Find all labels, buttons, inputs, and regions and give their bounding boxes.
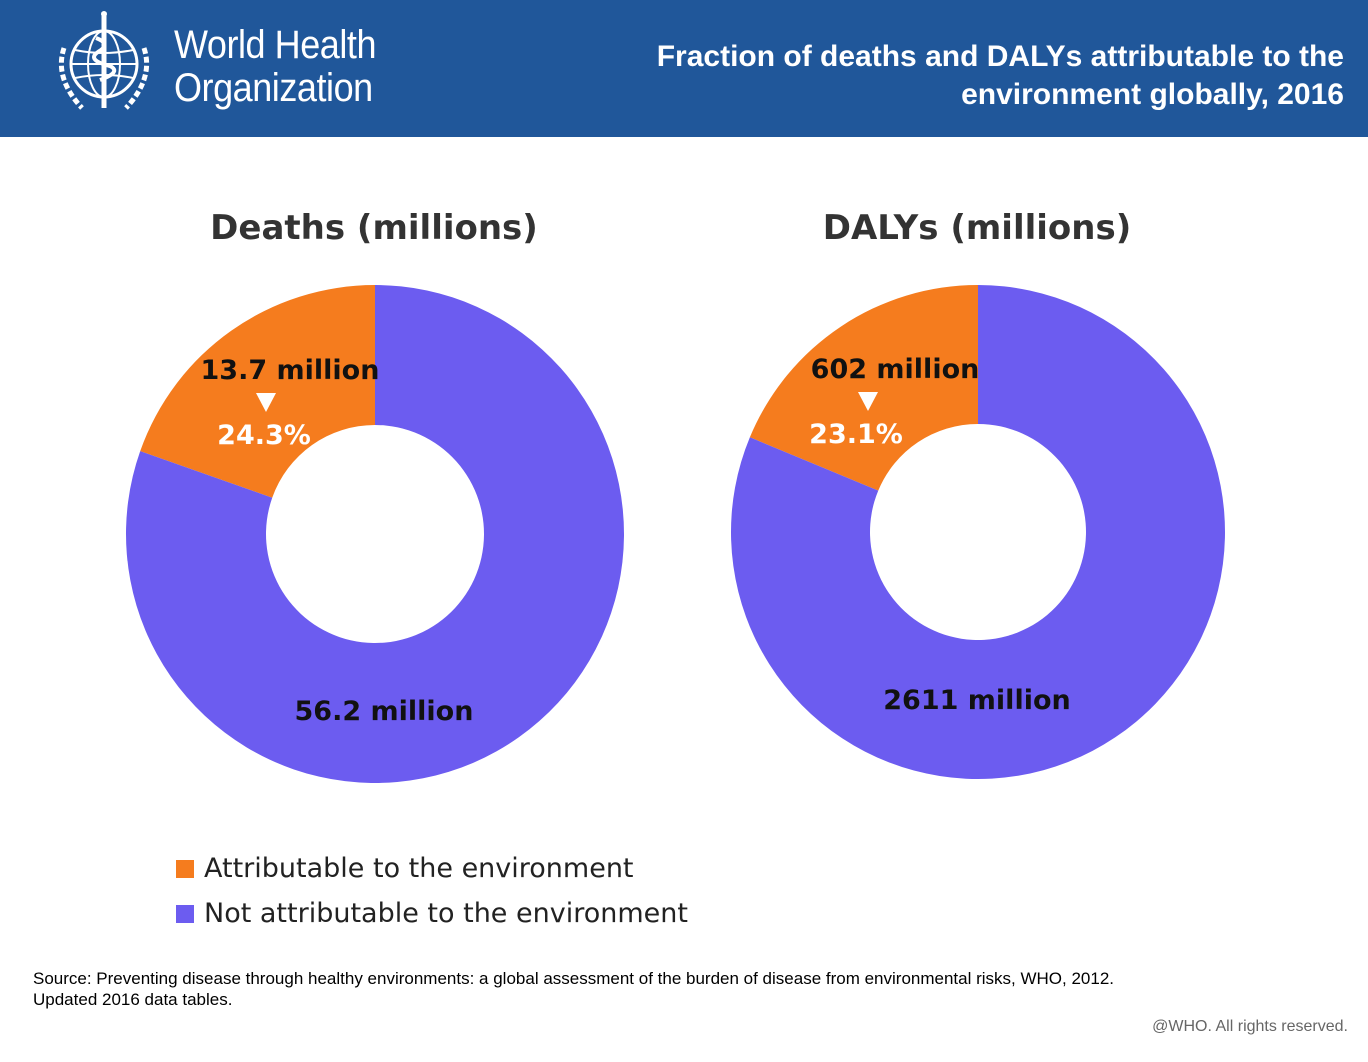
dalys-chart-title: DALYs (millions) — [822, 208, 1132, 248]
deaths-attributable-percent-label: 24.3% — [217, 420, 311, 451]
legend-label-attributable: Attributable to the environment — [204, 853, 634, 884]
deaths-attributable-value-label: 13.7 million — [201, 355, 380, 386]
deaths-slice-not-attributable — [126, 285, 624, 783]
source-line1: Source: Preventing disease through healt… — [33, 969, 1115, 988]
deaths-chart-title: Deaths (millions) — [210, 208, 538, 248]
source-line2: Updated 2016 data tables. — [33, 990, 233, 1009]
source-note: Source: Preventing disease through healt… — [33, 968, 1233, 1010]
page-title-line2: environment globally, 2016 — [961, 78, 1344, 111]
legend-swatch-attributable — [176, 859, 194, 878]
dalys-slice-attributable — [749, 285, 978, 491]
deaths-not-attributable-value-label: 56.2 million — [295, 696, 474, 727]
organization-name-line1: World Health — [174, 23, 377, 67]
legend-swatch-not-attributable — [176, 904, 194, 923]
page-title: Fraction of deaths and DALYs attributabl… — [584, 38, 1344, 114]
dalys-slice-not-attributable — [731, 285, 1225, 780]
page-title-line1: Fraction of deaths and DALYs attributabl… — [656, 40, 1344, 73]
legend-item-attributable: Attributable to the environment — [176, 846, 688, 891]
dalys-not-attributable-value-label: 2611 million — [883, 685, 1070, 716]
who-emblem-icon — [58, 11, 150, 110]
copyright-notice: @WHO. All rights reserved. — [1152, 1018, 1348, 1035]
legend-label-not-attributable: Not attributable to the environment — [204, 898, 688, 929]
legend-item-not-attributable: Not attributable to the environment — [176, 891, 688, 936]
header-banner: World Health Organization Fraction of de… — [0, 0, 1368, 137]
organization-name-line2: Organization — [174, 66, 373, 110]
deaths-down-arrow-icon — [256, 393, 276, 412]
dalys-down-arrow-icon — [858, 392, 878, 411]
dalys-attributable-value-label: 602 million — [811, 354, 980, 385]
dalys-attributable-percent-label: 23.1% — [809, 419, 903, 450]
deaths-slice-attributable — [140, 285, 375, 498]
legend: Attributable to the environment Not attr… — [176, 846, 688, 936]
organization-name: World Health Organization — [174, 24, 376, 110]
